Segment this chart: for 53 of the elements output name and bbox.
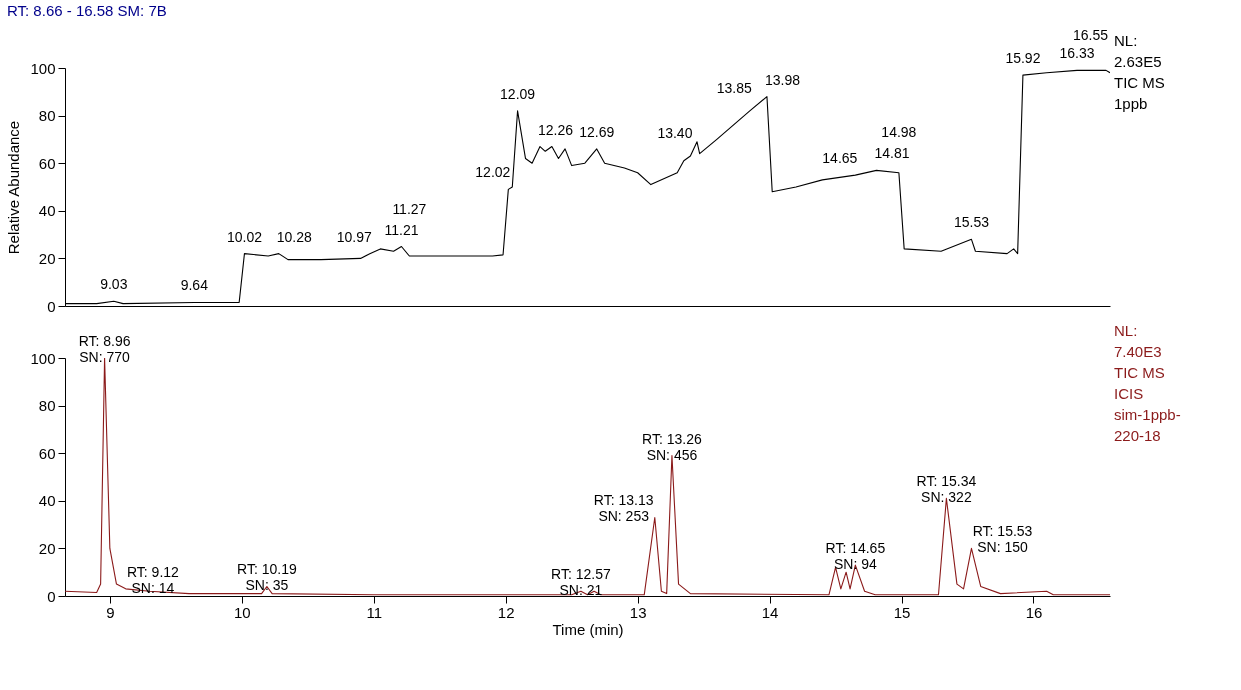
y-tick-label: 100	[30, 59, 56, 77]
annotation: 14.81	[874, 145, 910, 162]
chart-title: RT: 8.66 - 16.58 SM: 7B	[6, 2, 167, 20]
annotation: 14.98	[881, 123, 917, 140]
annotation: 12.26	[537, 121, 574, 138]
y-tick-label: 40	[38, 202, 56, 220]
annotation: RT: 15.34 SN: 322	[916, 473, 977, 506]
annotation: 15.53	[953, 214, 990, 231]
y-tick-label: 0	[47, 587, 56, 605]
annotation: 9.64	[180, 277, 209, 294]
x-tick-label: 12	[497, 603, 515, 621]
annotation: 10.28	[276, 228, 312, 245]
annotation: 13.85	[716, 79, 753, 96]
y-tick-label: 80	[38, 107, 56, 125]
y-axis-title: Relative Abundance	[5, 120, 23, 255]
annotation: RT: 8.96 SN: 770	[78, 333, 131, 365]
annotation: 12.69	[579, 123, 615, 140]
text: NL: 7.40E3 TIC MS ICIS sim-1ppb- 220-18	[1114, 322, 1181, 444]
annotation: RT: 13.26 SN: 456	[642, 430, 702, 463]
annotation: RT: 13.13 SN: 253	[593, 492, 654, 525]
annotation: 10.97	[336, 228, 373, 245]
annotation: 10.02	[226, 228, 263, 245]
y-tick-label: 20	[38, 539, 56, 557]
y-tick-label: 80	[38, 397, 56, 415]
y-tick-label: 60	[38, 444, 56, 462]
annotation: 16.33	[1059, 45, 1095, 62]
annotation: 13.40	[657, 125, 693, 142]
annotation: RT: 14.65 SN: 94	[825, 540, 886, 573]
x-tick-label: 13	[629, 603, 647, 621]
annotation: RT: 10.19 SN: 35	[237, 561, 297, 594]
x-tick-label: 16	[1025, 603, 1043, 621]
x-axis-title: Time (min)	[552, 620, 624, 638]
annotation: 12.09	[500, 85, 536, 102]
x-tick-label: 14	[761, 603, 779, 621]
annotation: 14.65	[822, 150, 858, 167]
y-tick-label: 20	[38, 249, 56, 267]
annotation: 9.03	[100, 276, 128, 293]
x-tick-label: 11	[366, 603, 383, 621]
annotation: RT: 15.53 SN: 150	[972, 523, 1033, 556]
y-tick-label: 0	[47, 297, 56, 315]
annotation: 11.27	[392, 201, 427, 218]
x-tick-label: 9	[106, 603, 115, 621]
annotation: 13.98	[764, 71, 801, 88]
x-tick-label: 15	[893, 603, 911, 621]
y-tick-label: 40	[38, 492, 56, 510]
x-tick-label: 10	[233, 603, 251, 621]
y-tick-label: 60	[38, 154, 56, 172]
y-tick-label: 100	[30, 349, 56, 367]
annotation: 16.55	[1073, 27, 1109, 44]
annotation: 12.02	[475, 164, 511, 181]
text: NL: 2.63E5 TIC MS 1ppb	[1114, 32, 1165, 112]
annotation: 11.21	[384, 221, 419, 238]
annotation: 15.92	[1005, 50, 1041, 67]
